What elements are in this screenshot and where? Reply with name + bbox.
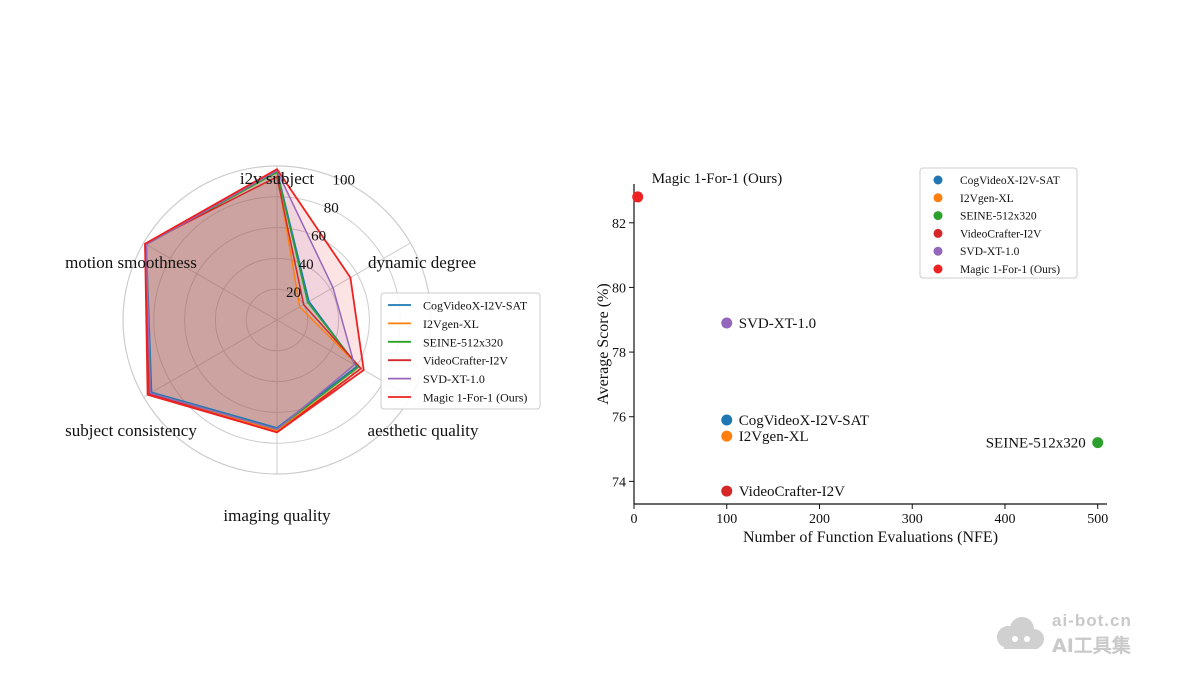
radar-legend <box>380 292 541 410</box>
watermark: ai-bot.cn AI工具集 <box>994 611 1164 659</box>
scatter-point-label-i2vgen-xl: I2Vgen-XL <box>739 429 809 445</box>
watermark-domain: ai-bot.cn <box>1052 611 1132 630</box>
scatter-point-videocrafter-i2v <box>721 485 733 497</box>
scatter-xtick-label-100: 100 <box>716 512 737 527</box>
scatter-legend-marker-magic-1-for-1-ours <box>933 264 943 274</box>
scatter-ytick-label-74: 74 <box>612 475 626 490</box>
radar-line-magic-1-for-1-ours <box>144 168 365 434</box>
radar-rtick-100: 100 <box>333 172 356 188</box>
scatter-point-cogvideox-i2v-sat <box>721 414 733 426</box>
radar-legend-label-svd-xt-1-0: SVD-XT-1.0 <box>423 372 485 386</box>
radar-rtick-80: 80 <box>324 201 339 217</box>
scatter-legend-marker-i2vgen-xl <box>933 193 943 203</box>
watermark-brand: AI工具集 <box>1052 635 1131 657</box>
scatter-point-magic-1-for-1-ours <box>632 191 644 203</box>
scatter-point-label-videocrafter-i2v: VideoCrafter-I2V <box>739 484 845 500</box>
scatter-xtick-label-400: 400 <box>994 512 1015 527</box>
scatter-legend-marker-videocrafter-i2v <box>933 228 943 238</box>
scatter-point-label-cogvideox-i2v-sat: CogVideoX-I2V-SAT <box>739 413 869 429</box>
radar-spoke-motion-smoothness <box>143 242 278 321</box>
radar-legend-label-seine-512x320: SEINE-512x320 <box>423 335 503 349</box>
radar-fill-svd-xt-1-0 <box>146 170 355 430</box>
scatter-legend-marker-cogvideox-i2v-sat <box>933 175 943 185</box>
radar-spoke-subject-consistency <box>143 319 278 398</box>
radar-axis-label-aesthetic-quality: aesthetic quality <box>368 421 479 440</box>
radar-rtick-20: 20 <box>286 285 301 301</box>
radar-legend-label-videocrafter-i2v: VideoCrafter-I2V <box>423 354 508 368</box>
scatter-point-label-seine-512x320: SEINE-512x320 <box>986 436 1086 452</box>
scatter-legend-marker-svd-xt-1-0 <box>933 246 943 256</box>
scatter-legend-marker-seine-512x320 <box>933 211 943 221</box>
radar-axis-label-subject-consistency: subject consistency <box>65 421 197 440</box>
cloud-logo-icon <box>997 617 1044 649</box>
scatter-point-i2vgen-xl <box>721 430 733 442</box>
radar-legend-label-magic-1-for-1-ours: Magic 1-For-1 (Ours) <box>423 391 527 405</box>
radar-fill-seine-512x320 <box>146 172 359 430</box>
scatter-legend-label-magic-1-for-1-ours: Magic 1-For-1 (Ours) <box>960 264 1060 276</box>
radar-legend-label-i2vgen-xl: I2Vgen-XL <box>423 317 479 331</box>
scatter-xtick-label-500: 500 <box>1087 512 1108 527</box>
scatter-y-axis-title: Average Score (%) <box>595 283 612 404</box>
radar-fill-magic-1-for-1-ours <box>145 169 364 433</box>
radar-fill-cogvideox-i2v-sat <box>146 170 357 428</box>
scatter-point-label-magic-1-for-1-ours: Magic 1-For-1 (Ours) <box>652 171 783 187</box>
radar-axis-label-imaging-quality: imaging quality <box>223 506 331 525</box>
radar-legend-label-cogvideox-i2v-sat: CogVideoX-I2V-SAT <box>423 299 528 313</box>
radar-fill-i2vgen-xl <box>146 172 361 431</box>
scatter-legend-label-videocrafter-i2v: VideoCrafter-I2V <box>960 228 1042 240</box>
scatter-chart: 0 100 200 300 400 500 74 76 78 80 82 Number of Func… <box>595 167 1108 546</box>
radar-fill-videocrafter-i2v <box>145 176 361 433</box>
scatter-point-svd-xt-1-0 <box>721 317 733 329</box>
scatter-xtick-label-300: 300 <box>902 512 923 527</box>
scatter-legend-label-i2vgen-xl: I2Vgen-XL <box>960 193 1014 205</box>
scatter-legend-label-svd-xt-1-0: SVD-XT-1.0 <box>960 246 1020 258</box>
radar-axis-label-motion-smoothness: motion smoothness <box>65 253 197 272</box>
scatter-xtick-label-0: 0 <box>631 512 638 527</box>
scatter-xtick-label-200: 200 <box>809 512 830 527</box>
scatter-legend-label-cogvideox-i2v-sat: CogVideoX-I2V-SAT <box>960 175 1060 187</box>
scatter-ytick-label-80: 80 <box>612 281 626 296</box>
scatter-point-seine-512x320 <box>1092 437 1104 449</box>
radar-axis-label-i2v-subject: i2v subject <box>240 169 314 188</box>
radar-series-group <box>144 168 365 434</box>
scatter-x-axis-title: Number of Function Evaluations (NFE) <box>743 529 998 546</box>
scatter-ytick-label-76: 76 <box>612 411 626 426</box>
scatter-ytick-label-78: 78 <box>612 346 626 361</box>
scatter-legend <box>919 167 1078 279</box>
scatter-point-label-svd-xt-1-0: SVD-XT-1.0 <box>739 316 816 332</box>
radar-rtick-60: 60 <box>311 229 326 245</box>
scatter-legend-label-seine-512x320: SEINE-512x320 <box>960 211 1037 223</box>
radar-line-svd-xt-1-0 <box>145 169 356 431</box>
scatter-ytick-label-82: 82 <box>612 217 626 232</box>
radar-chart: 20 40 60 80 100 i2v subject dynamic degree aest… <box>65 165 541 525</box>
radar-axis-label-dynamic-degree: dynamic degree <box>368 253 476 272</box>
radar-rtick-40: 40 <box>299 257 314 273</box>
